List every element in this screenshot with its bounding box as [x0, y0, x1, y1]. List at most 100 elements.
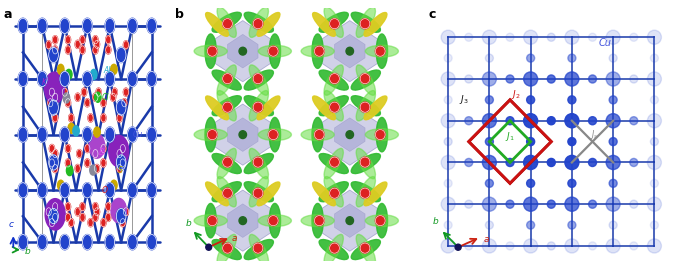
- Ellipse shape: [269, 203, 281, 238]
- Ellipse shape: [217, 234, 236, 265]
- Ellipse shape: [312, 34, 323, 68]
- Circle shape: [95, 165, 99, 172]
- Circle shape: [117, 150, 122, 158]
- Circle shape: [82, 127, 92, 142]
- Circle shape: [346, 131, 353, 138]
- Ellipse shape: [212, 96, 241, 116]
- Ellipse shape: [324, 148, 343, 179]
- Circle shape: [565, 197, 579, 211]
- Circle shape: [253, 243, 263, 253]
- Circle shape: [89, 134, 105, 158]
- Circle shape: [66, 46, 71, 54]
- Ellipse shape: [319, 154, 348, 174]
- Circle shape: [314, 129, 324, 140]
- Circle shape: [85, 159, 90, 167]
- Circle shape: [506, 158, 514, 166]
- Ellipse shape: [319, 12, 348, 32]
- Circle shape: [49, 155, 58, 170]
- Circle shape: [95, 208, 99, 216]
- Polygon shape: [227, 204, 258, 237]
- Circle shape: [444, 179, 452, 187]
- Circle shape: [38, 18, 47, 33]
- Circle shape: [482, 114, 497, 128]
- Text: a: a: [232, 234, 237, 243]
- Circle shape: [568, 96, 576, 104]
- Circle shape: [441, 114, 455, 128]
- Circle shape: [127, 183, 137, 198]
- Circle shape: [223, 188, 232, 198]
- Circle shape: [464, 200, 473, 208]
- Circle shape: [82, 183, 92, 198]
- Circle shape: [75, 165, 80, 172]
- Circle shape: [444, 221, 452, 229]
- Circle shape: [53, 36, 58, 44]
- Circle shape: [329, 188, 339, 198]
- Circle shape: [441, 155, 455, 169]
- Ellipse shape: [319, 96, 348, 116]
- Circle shape: [94, 127, 100, 137]
- Circle shape: [68, 123, 75, 133]
- Circle shape: [147, 127, 157, 142]
- Ellipse shape: [351, 240, 380, 259]
- Circle shape: [588, 117, 597, 125]
- Circle shape: [444, 138, 452, 146]
- Ellipse shape: [364, 13, 387, 36]
- Circle shape: [650, 138, 658, 146]
- Circle shape: [647, 72, 662, 86]
- Circle shape: [75, 208, 80, 216]
- Circle shape: [606, 72, 620, 86]
- Circle shape: [360, 243, 370, 253]
- Ellipse shape: [206, 13, 229, 36]
- Circle shape: [223, 157, 232, 167]
- Text: Cl: Cl: [102, 93, 110, 102]
- Ellipse shape: [245, 70, 273, 90]
- Ellipse shape: [249, 148, 269, 179]
- Circle shape: [464, 117, 473, 125]
- Circle shape: [85, 99, 90, 107]
- Ellipse shape: [212, 182, 241, 202]
- Ellipse shape: [269, 34, 281, 68]
- Polygon shape: [322, 104, 377, 165]
- Circle shape: [38, 183, 47, 198]
- Circle shape: [127, 72, 137, 86]
- Circle shape: [208, 46, 217, 56]
- Circle shape: [18, 234, 28, 250]
- Circle shape: [375, 46, 385, 56]
- Text: Bi: Bi: [99, 148, 106, 157]
- Circle shape: [68, 219, 74, 227]
- Ellipse shape: [205, 203, 216, 238]
- Circle shape: [630, 242, 638, 250]
- Circle shape: [547, 33, 556, 41]
- Polygon shape: [322, 190, 377, 251]
- Circle shape: [92, 36, 98, 44]
- Circle shape: [116, 155, 126, 170]
- Ellipse shape: [365, 129, 399, 141]
- Circle shape: [60, 234, 70, 250]
- Circle shape: [127, 18, 137, 33]
- Text: K: K: [42, 78, 47, 87]
- Circle shape: [120, 219, 125, 227]
- Circle shape: [360, 19, 370, 29]
- Circle shape: [66, 69, 72, 79]
- Circle shape: [547, 75, 556, 83]
- Circle shape: [375, 216, 385, 226]
- Circle shape: [269, 46, 278, 56]
- Ellipse shape: [212, 240, 241, 259]
- Circle shape: [568, 54, 576, 62]
- Ellipse shape: [205, 34, 216, 68]
- Ellipse shape: [249, 177, 269, 207]
- Circle shape: [253, 157, 263, 167]
- Circle shape: [647, 30, 662, 44]
- Ellipse shape: [351, 154, 380, 174]
- Circle shape: [547, 117, 556, 125]
- Circle shape: [123, 41, 129, 49]
- Circle shape: [527, 54, 534, 62]
- Circle shape: [18, 183, 28, 198]
- Ellipse shape: [319, 240, 348, 259]
- Circle shape: [606, 239, 620, 253]
- Circle shape: [49, 159, 55, 167]
- Circle shape: [523, 197, 538, 211]
- Circle shape: [127, 127, 137, 142]
- Circle shape: [527, 179, 534, 187]
- Circle shape: [111, 180, 117, 190]
